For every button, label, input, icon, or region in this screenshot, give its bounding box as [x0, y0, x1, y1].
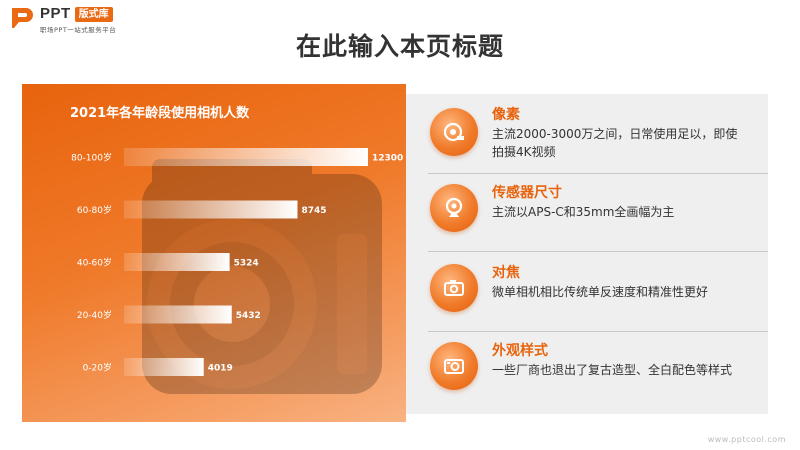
category-label: 20-40岁: [77, 309, 112, 321]
page-title: 在此输入本页标题: [295, 32, 504, 61]
camera-icon: [430, 264, 478, 312]
brand-name: PPT: [40, 5, 71, 22]
category-label: 40-60岁: [77, 257, 112, 269]
category-label: 80-100岁: [71, 152, 112, 164]
camera-background-image: [142, 159, 382, 394]
value-label: 4019: [208, 364, 233, 374]
divider: [428, 331, 768, 332]
watermark: www.pptcool.com: [707, 435, 786, 444]
bar: [124, 305, 232, 324]
divider: [428, 173, 768, 174]
category-label: 0-20岁: [83, 362, 112, 374]
brand-tagline: 职场PPT一站式服务平台: [40, 26, 117, 34]
bar: [124, 200, 298, 219]
bar: [124, 148, 368, 166]
feature-desc: 主流2000-3000万之间，日常使用足以，即使拍摄4K视频: [492, 127, 738, 159]
webcam-icon: [430, 184, 478, 232]
features-panel: 像素 主流2000-3000万之间，日常使用足以，即使拍摄4K视频 传感器尺寸 …: [406, 94, 768, 414]
feature-desc: 一些厂商也退出了复古造型、全白配色等样式: [492, 363, 733, 377]
feature-desc: 主流以APS-C和35mm全画幅为主: [492, 205, 675, 219]
feature-desc: 微单相机相比传统单反速度和精准性更好: [492, 285, 709, 299]
bar: [124, 253, 230, 271]
logo-p-icon: [10, 6, 36, 30]
feature-item-sensor: 传感器尺寸 主流以APS-C和35mm全画幅为主: [406, 172, 768, 252]
bar: [124, 358, 204, 376]
value-label: 12300: [372, 154, 403, 164]
tape-measure-icon: [430, 108, 478, 156]
feature-item-style: 外观样式 一些厂商也退出了复古造型、全白配色等样式: [406, 330, 768, 410]
chart-title: 2021年各年龄段使用相机人数: [70, 106, 250, 121]
value-label: 5324: [234, 259, 259, 269]
feature-title: 外观样式: [492, 343, 548, 359]
feature-title: 传感器尺寸: [492, 185, 562, 201]
brand-badge: 版式库: [74, 6, 113, 22]
feature-item-pixels: 像素 主流2000-3000万之间，日常使用足以，即使拍摄4K视频: [406, 94, 768, 174]
retro-camera-icon: [430, 342, 478, 390]
chart-panel: 2021年各年龄段使用相机人数 80-100岁 12300 60-80岁 8745 40…: [22, 84, 406, 422]
feature-title: 对焦: [492, 265, 520, 281]
category-label: 60-80岁: [77, 204, 112, 216]
feature-item-focus: 对焦 微单相机相比传统单反速度和精准性更好: [406, 252, 768, 332]
brand-logo[interactable]: PPT 版式库 职场PPT一站式服务平台: [10, 6, 116, 34]
feature-title: 像素: [492, 107, 520, 123]
divider: [428, 251, 768, 252]
bar-chart: 80-100岁 12300 60-80岁 8745 40-60岁 5324 20-40岁 54…: [71, 148, 403, 376]
value-label: 8745: [301, 206, 326, 216]
value-label: 5432: [236, 311, 261, 321]
